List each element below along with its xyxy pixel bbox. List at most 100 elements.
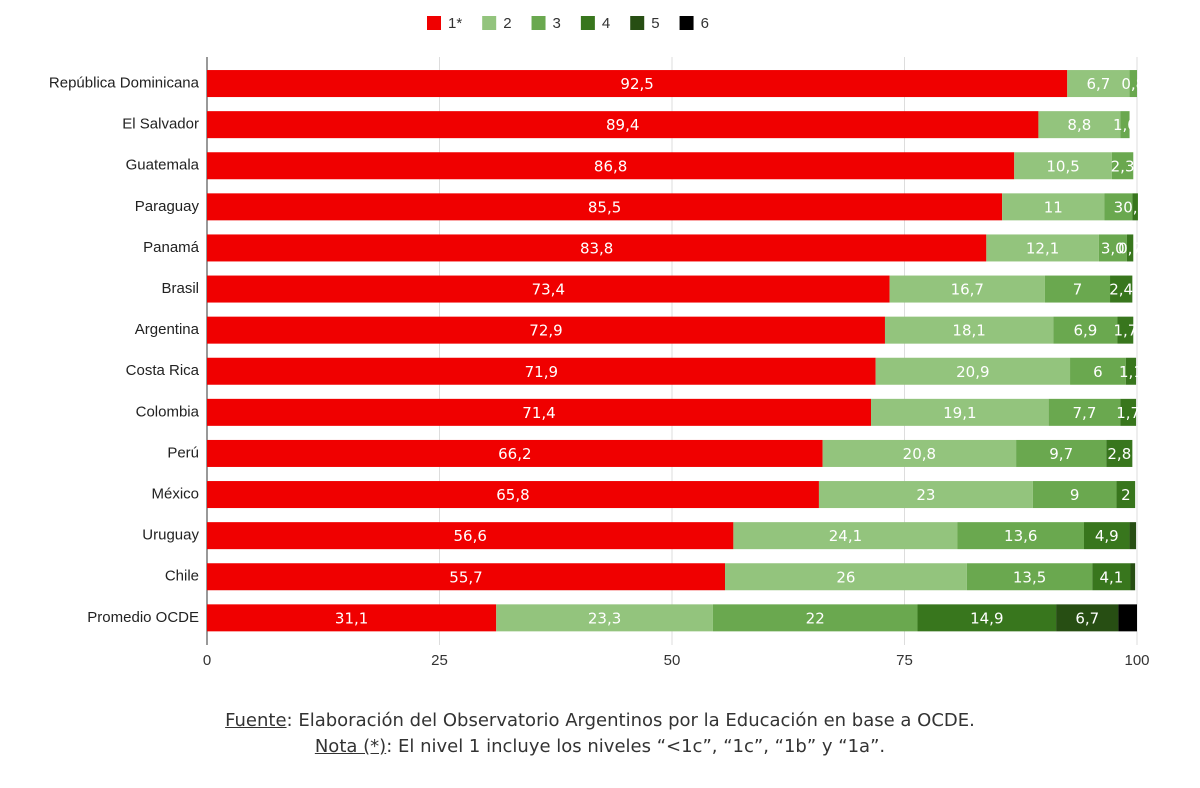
bar-segment — [1126, 234, 1134, 262]
value-label: 26 — [836, 568, 855, 586]
y-tick-label: Panamá — [143, 239, 200, 256]
value-label: 2,8 — [1107, 445, 1131, 463]
bar-segment — [1110, 275, 1133, 303]
bar-segment — [207, 604, 497, 632]
value-label: 18,1 — [952, 322, 985, 340]
y-tick-label: Paraguay — [135, 198, 200, 215]
bar-segment — [917, 604, 1057, 632]
y-tick-label: Perú — [167, 444, 199, 461]
bar-segment — [207, 398, 872, 426]
x-tick-label: 100 — [1124, 652, 1149, 669]
value-label: 31,1 — [335, 609, 368, 627]
bar-segment — [1092, 563, 1131, 591]
bar-segment — [1106, 439, 1133, 467]
bar-segment — [1130, 563, 1136, 591]
bar-segment — [1083, 522, 1130, 550]
value-label: 85,5 — [588, 198, 621, 216]
bar-segment — [1048, 398, 1121, 426]
bar-segment — [1053, 316, 1118, 344]
y-tick-label: El Salvador — [122, 116, 199, 133]
value-label: 2,3 — [1111, 157, 1135, 175]
bar-segment — [725, 563, 967, 591]
bar-segment — [207, 111, 1039, 139]
source-label: Fuente — [225, 710, 287, 731]
value-label: 0,7 — [1118, 239, 1142, 257]
bar-segment — [207, 439, 823, 467]
bar-segment — [207, 481, 819, 509]
legend-label: 2 — [503, 15, 511, 32]
bar-segment — [889, 275, 1045, 303]
legend-swatch — [679, 16, 694, 30]
bar-segment — [1098, 234, 1127, 262]
bar-segment — [207, 234, 987, 262]
value-label: 4,1 — [1099, 568, 1123, 586]
value-label: 3,0 — [1101, 239, 1125, 257]
value-label: 7,7 — [1073, 404, 1097, 422]
y-tick-label: Chile — [165, 568, 199, 585]
y-tick-label: Brasil — [161, 280, 199, 297]
value-label: 13,5 — [1013, 568, 1046, 586]
bar-segment — [1116, 481, 1136, 509]
bar-segment — [966, 563, 1093, 591]
value-label: 83,8 — [580, 239, 613, 257]
y-tick-label: Costa Rica — [126, 362, 200, 379]
bar-segment — [875, 357, 1071, 385]
x-tick-label: 25 — [431, 652, 448, 669]
bar-segment — [207, 522, 734, 550]
note-text: : El nivel 1 incluye los niveles “<1c”, … — [386, 736, 886, 757]
bar-segment — [1032, 481, 1117, 509]
value-label: 9,7 — [1049, 445, 1073, 463]
value-label: 4,9 — [1095, 527, 1119, 545]
value-label: 0,6 — [1123, 198, 1147, 216]
note-label: Nota (*) — [314, 736, 387, 757]
value-label: 22 — [806, 609, 825, 627]
value-label: 73,4 — [532, 281, 565, 299]
value-label: 7 — [1073, 281, 1083, 299]
legend-label: 3 — [553, 15, 561, 32]
bar-segment — [1132, 193, 1138, 221]
bar-segment — [1129, 522, 1137, 550]
y-tick-label: Guatemala — [126, 157, 200, 174]
value-label: 23,3 — [588, 609, 621, 627]
bar-segment — [1002, 193, 1105, 221]
value-label: 72,9 — [529, 322, 562, 340]
value-label: 23 — [916, 486, 935, 504]
bar-segment — [207, 316, 885, 344]
value-label: 10,5 — [1046, 157, 1079, 175]
bar-segment — [733, 522, 958, 550]
y-tick-label: México — [151, 486, 199, 503]
legend-label: 5 — [651, 15, 659, 32]
value-label: 0,8 — [1121, 75, 1145, 93]
bar-segment — [1129, 70, 1137, 98]
value-label: 16,7 — [951, 281, 984, 299]
value-label: 55,7 — [449, 568, 482, 586]
value-label: 2,4 — [1109, 281, 1133, 299]
bar-segment — [1014, 152, 1112, 180]
source: Fuente: Elaboración del Observatorio Arg… — [0, 710, 1200, 731]
value-label: 12,1 — [1026, 239, 1059, 257]
value-label: 1,0 — [1113, 116, 1137, 134]
legend-label: 1* — [448, 15, 462, 32]
y-tick-label: Colombia — [136, 403, 200, 420]
value-label: 71,4 — [522, 404, 555, 422]
bar-segment — [884, 316, 1054, 344]
bar-segment — [712, 604, 918, 632]
bar-segment — [207, 563, 726, 591]
bar-segment — [1056, 604, 1119, 632]
value-label: 9 — [1070, 486, 1080, 504]
legend-label: 4 — [602, 15, 610, 32]
y-tick-label: Promedio OCDE — [87, 609, 199, 626]
bar-segment — [1067, 70, 1130, 98]
legend-label: 6 — [701, 15, 709, 32]
bar-segment — [207, 357, 876, 385]
value-label: 20,9 — [956, 363, 989, 381]
bar-segment — [207, 193, 1003, 221]
value-label: 71,9 — [525, 363, 558, 381]
value-label: 1,1 — [1119, 363, 1143, 381]
bar-segment — [207, 70, 1068, 98]
note: Nota (*): El nivel 1 incluye los niveles… — [0, 736, 1200, 757]
value-label: 66,2 — [498, 445, 531, 463]
